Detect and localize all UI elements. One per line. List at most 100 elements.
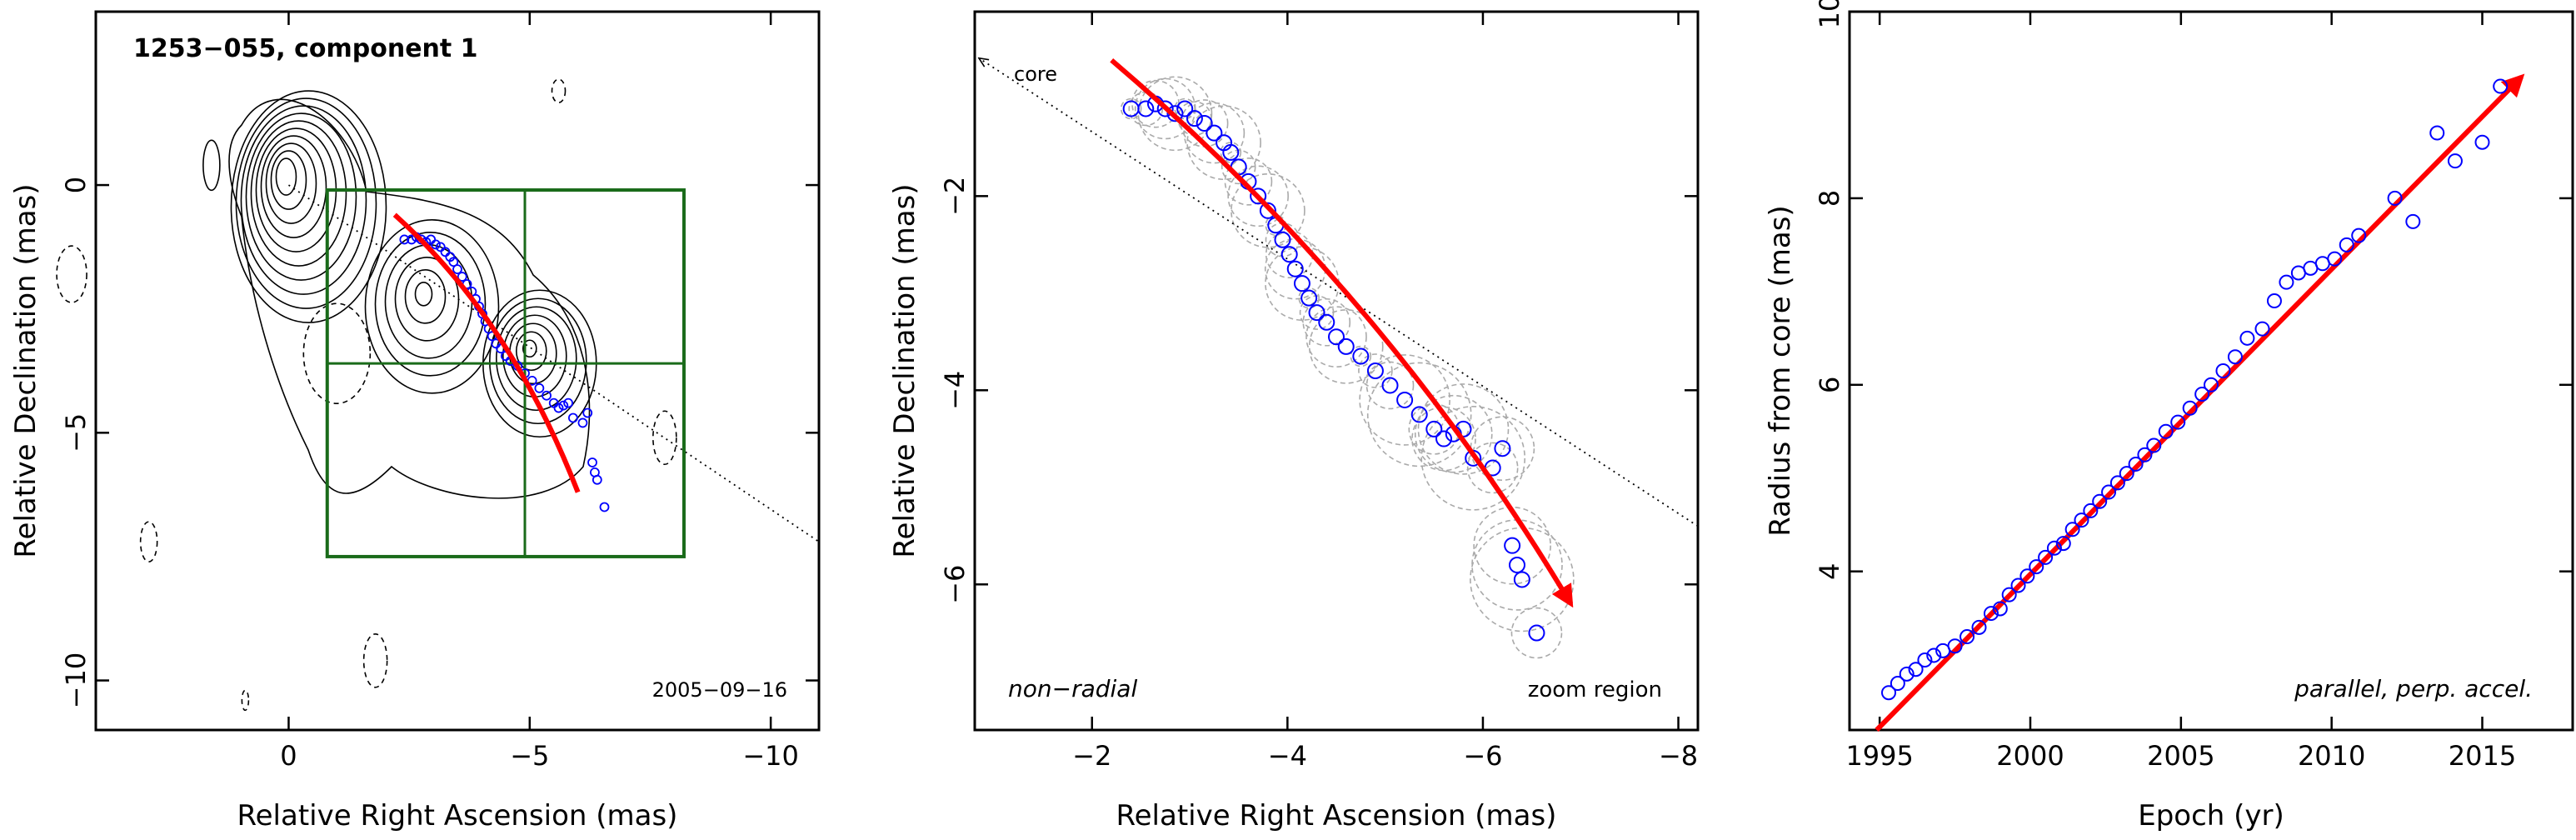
- zoom-error-circle: [1137, 76, 1213, 152]
- radius-data-point: [2339, 237, 2354, 252]
- contour-knot: [414, 282, 433, 307]
- radius-data-point: [2158, 423, 2174, 439]
- zoom-x-tick-label: −8: [1659, 740, 1698, 772]
- radius-y-tick-label: 4: [1814, 563, 1845, 580]
- zoom-error-circle: [1466, 442, 1519, 494]
- zoom-data-point: [1166, 105, 1184, 122]
- radius-data-point: [2046, 540, 2062, 556]
- radius-data-point: [2429, 125, 2445, 141]
- radius-data-point: [1971, 619, 1987, 635]
- contour-core: [275, 158, 297, 196]
- map-ylabel: Relative Declination (mas): [9, 183, 42, 558]
- map-frame: [94, 10, 821, 732]
- zoom-data-point: [1281, 246, 1298, 263]
- map-xlabel: Relative Right Ascension (mas): [237, 799, 678, 832]
- radius-data-point: [1908, 662, 1924, 678]
- radius-y-tick-label: 10: [1814, 0, 1845, 28]
- contour-knot: [522, 339, 537, 358]
- panel-radius: parallel, perp. accel. Epoch (yr) Radius…: [1764, 0, 2574, 832]
- radius-data-point: [2137, 447, 2153, 462]
- zoom-right-label: zoom region: [1528, 678, 1662, 702]
- radius-data-point: [2493, 78, 2509, 94]
- contour-negative: [241, 689, 250, 712]
- zoom-error-circle: [1120, 98, 1142, 120]
- radius-data-point: [2038, 549, 2054, 565]
- zoom-data-point: [1366, 362, 1384, 379]
- zoom-data-point: [1396, 391, 1414, 408]
- radius-fit-line: [1875, 73, 2525, 732]
- contour-knot: [374, 232, 487, 377]
- zoom-data-point: [1293, 275, 1310, 292]
- map-data-point: [577, 418, 588, 428]
- panel-zoom: core non−radial zoom region Relative Rig…: [888, 10, 1700, 832]
- radius-label: parallel, perp. accel.: [2294, 675, 2533, 702]
- zoom-x-tick-label: −2: [1072, 740, 1111, 772]
- zoom-error-circle: [1174, 98, 1196, 120]
- map-data-point: [558, 400, 569, 411]
- radius-data-point: [2146, 438, 2162, 453]
- zoom-region-box: [325, 188, 686, 558]
- zoom-data-point: [1286, 260, 1304, 278]
- radius-data-point: [2119, 466, 2134, 482]
- zoom-error-circle: [1350, 345, 1372, 368]
- radius-x-tick-label: 2015: [2449, 740, 2516, 772]
- map-data-point: [582, 408, 593, 418]
- zoom-error-circle: [1308, 309, 1384, 384]
- contour-core: [240, 105, 367, 295]
- map-x-tick-label: −5: [510, 740, 549, 772]
- zoom-data-point: [1222, 143, 1240, 161]
- radius-data-point: [1992, 601, 2008, 617]
- contour-negative-left: [302, 302, 372, 404]
- map-title: 1253−055, component 1: [133, 34, 478, 63]
- radius-x-tick-label: 1995: [1845, 740, 1913, 772]
- zoom-data-point: [1259, 202, 1276, 219]
- zoom-error-circle: [1417, 383, 1510, 475]
- map-data-point: [563, 398, 573, 408]
- zoom-error-circle: [1420, 406, 1526, 511]
- zoom-ylabel: Relative Declination (mas): [888, 183, 921, 558]
- radius-data-point: [2215, 363, 2231, 378]
- radius-data-point: [2074, 512, 2089, 528]
- zoom-data-point: [1337, 338, 1355, 355]
- contour-negative: [56, 245, 87, 303]
- contour-small-left: [202, 139, 221, 192]
- map-data-point: [452, 264, 462, 275]
- radius-data-point: [2128, 456, 2144, 472]
- zoom-error-circle: [1305, 306, 1367, 368]
- contour-knot: [515, 331, 547, 372]
- map-data-point: [592, 474, 602, 485]
- zoom-data-point: [1410, 406, 1428, 423]
- zoom-error-circle: [1414, 394, 1493, 473]
- contour-core: [270, 150, 307, 210]
- radius-data-point: [1881, 685, 1897, 701]
- zoom-error-circle: [1264, 238, 1326, 300]
- contour-core: [250, 120, 347, 267]
- radius-data-point: [2194, 386, 2210, 402]
- radius-data-point: [2279, 274, 2294, 290]
- radius-data-point: [2101, 484, 2117, 500]
- radius-data-point: [2474, 134, 2490, 150]
- radius-data-point: [2327, 251, 2343, 267]
- zoom-error-circle: [1298, 287, 1320, 309]
- map-y-tick-label: −5: [60, 413, 92, 452]
- zoom-data-point: [1504, 537, 1521, 554]
- zoom-error-circle: [1231, 172, 1305, 248]
- zoom-data-point: [1494, 440, 1511, 458]
- map-data-point: [457, 272, 467, 282]
- map-x-tick-label: 0: [280, 740, 297, 772]
- radius-ylabel: Radius from core (mas): [1764, 205, 1797, 536]
- zoom-data-point: [1156, 100, 1174, 118]
- map-data-point: [407, 234, 417, 245]
- zoom-error-circle: [1411, 406, 1476, 472]
- zoom-x-tick-label: −4: [1268, 740, 1307, 772]
- zoom-error-circle: [1510, 607, 1563, 659]
- map-data-point: [534, 382, 545, 393]
- zoom-data-point: [1308, 304, 1325, 322]
- radius-data-point: [1890, 676, 1905, 692]
- zoom-error-circle: [1220, 142, 1242, 163]
- zoom-data-point: [1274, 231, 1291, 248]
- zoom-data-point: [1528, 624, 1545, 642]
- map-data-point: [542, 390, 552, 401]
- zoom-error-circle: [1227, 165, 1289, 228]
- map-y-tick-label: 0: [60, 177, 92, 193]
